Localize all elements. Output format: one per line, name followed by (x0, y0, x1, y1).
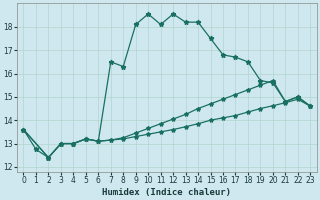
X-axis label: Humidex (Indice chaleur): Humidex (Indice chaleur) (102, 188, 231, 197)
